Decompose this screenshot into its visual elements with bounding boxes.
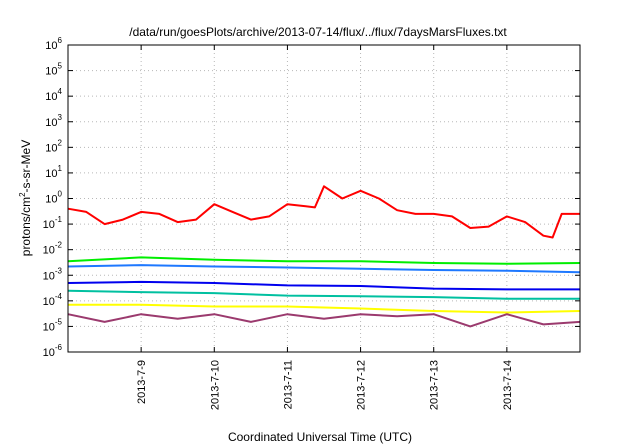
y-tick-label: 106 bbox=[45, 36, 62, 52]
series-line-5 bbox=[67, 289, 580, 300]
y-tick-label: 10-5 bbox=[43, 317, 63, 333]
x-tick-label: 2013-7-14 bbox=[502, 360, 514, 410]
plot-frame bbox=[67, 44, 581, 353]
x-tick-label: 2013-7-13 bbox=[429, 360, 441, 410]
y-axis-label: protons/cm2-s-sr-MeV bbox=[18, 140, 33, 256]
y-tick-label: 10-1 bbox=[43, 215, 63, 231]
series-line-1 bbox=[67, 185, 580, 239]
y-tick-label: 100 bbox=[45, 190, 62, 206]
y-tick-label: 10-3 bbox=[43, 266, 63, 282]
x-tick-label: 2013-7-9 bbox=[136, 360, 148, 404]
series-group bbox=[67, 185, 581, 328]
y-tick-label: 104 bbox=[45, 87, 62, 103]
series-line-7 bbox=[67, 313, 581, 328]
y-tick-label: 103 bbox=[45, 113, 62, 129]
y-tick-label: 10-4 bbox=[43, 292, 63, 308]
x-axis-label: Coordinated Universal Time (UTC) bbox=[228, 430, 412, 444]
y-tick-label: 105 bbox=[45, 62, 62, 78]
series-line-6 bbox=[68, 303, 581, 314]
series-line-3 bbox=[67, 264, 581, 274]
x-ticks: 2013-7-9 2013-7-10 2013-7-11 2013-7-12 2013-… bbox=[136, 45, 514, 410]
x-tick-label: 2013-7-11 bbox=[282, 360, 294, 409]
y-ticks: 106 105 104 103 102 101 100 10-1 10-2 10-3 10-4 10-… bbox=[43, 36, 580, 359]
y-tick-label: 101 bbox=[45, 164, 62, 180]
y-tick-label: 10-6 bbox=[43, 343, 63, 359]
x-tick-label: 2013-7-12 bbox=[356, 360, 368, 410]
y-tick-label: 10-2 bbox=[43, 241, 63, 257]
series-line-2 bbox=[67, 256, 581, 265]
series-line-4 bbox=[67, 280, 580, 291]
chart-title: /data/run/goesPlots/archive/2013-07-14/f… bbox=[129, 25, 507, 39]
y-tick-label: 102 bbox=[45, 138, 62, 154]
grid bbox=[68, 45, 580, 352]
x-tick-label: 2013-7-10 bbox=[209, 360, 221, 410]
